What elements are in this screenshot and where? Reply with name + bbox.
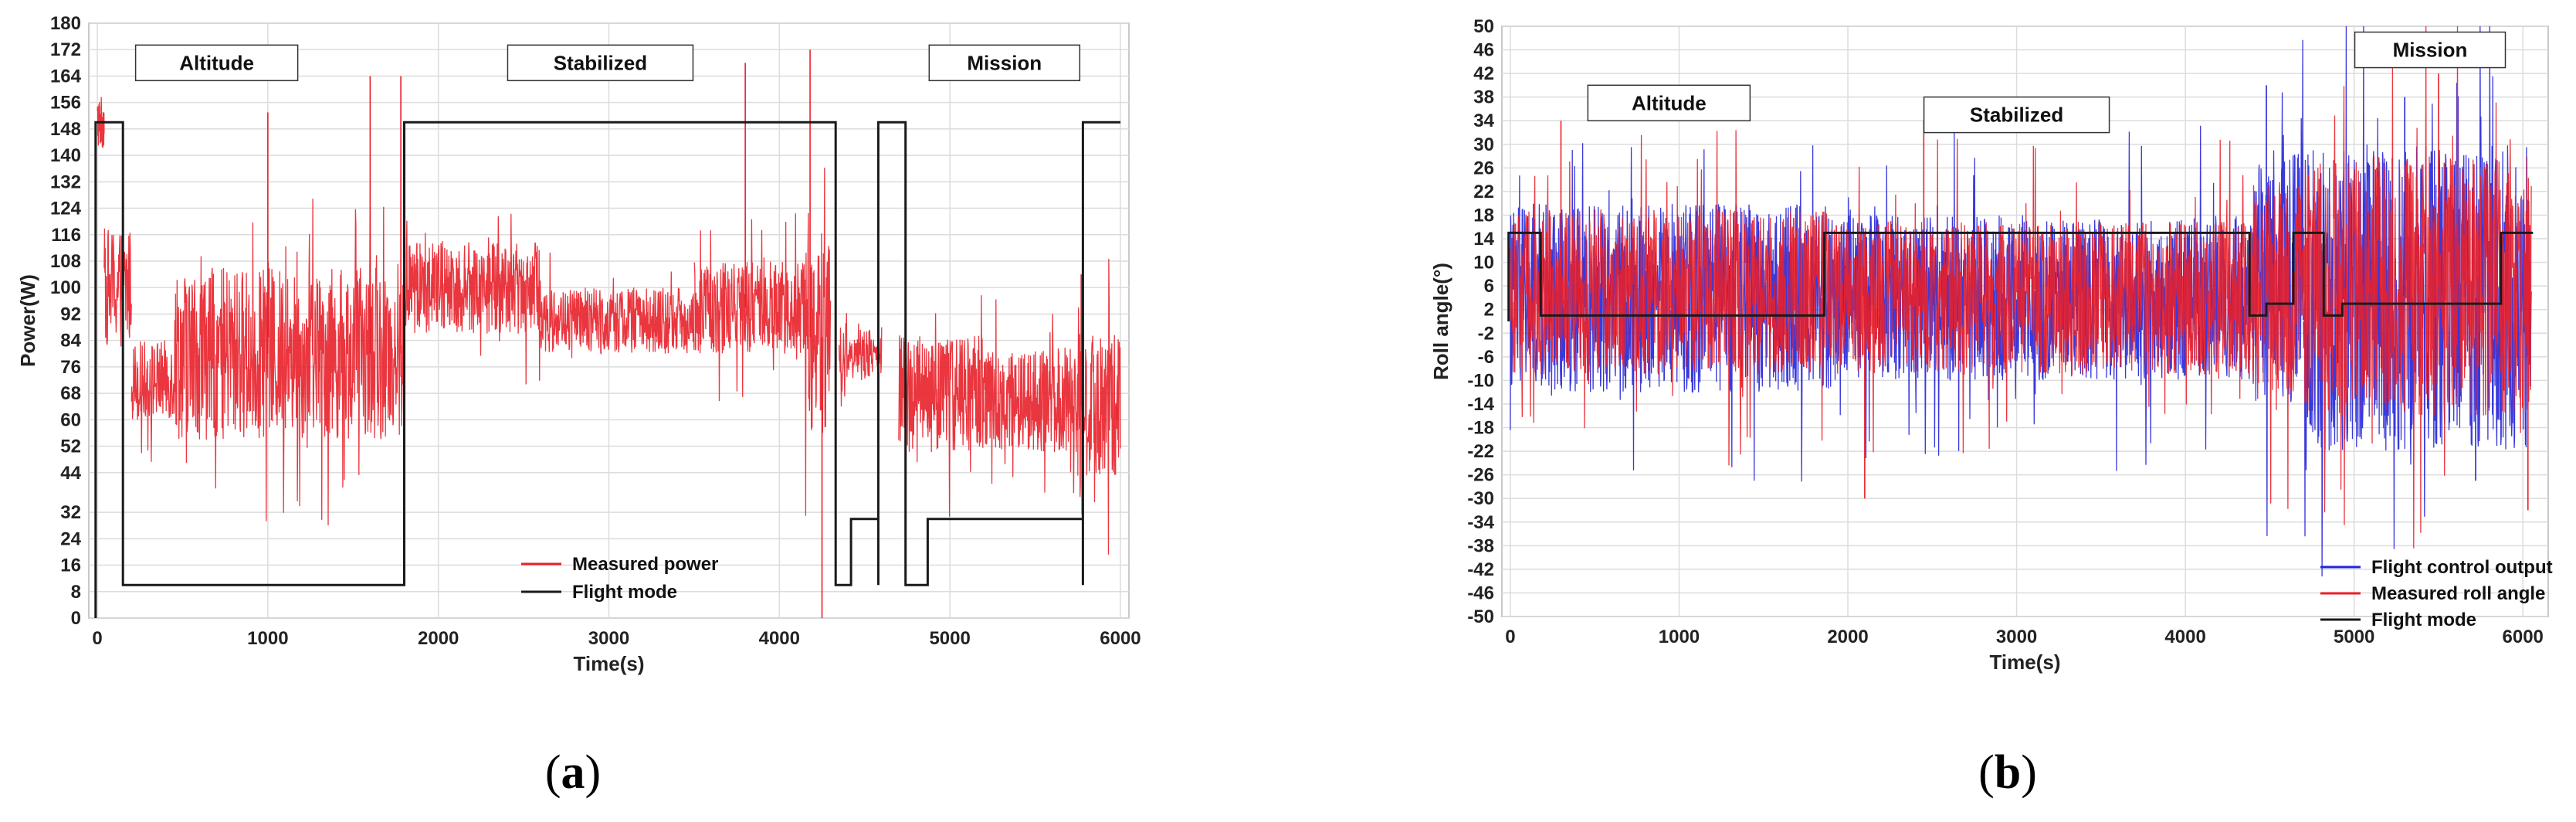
phase-label-box — [1587, 84, 1751, 122]
y-tick-label: 92 — [60, 304, 81, 324]
y-tick-label: 180 — [50, 13, 81, 34]
y-tick-label: 14 — [1473, 229, 1494, 250]
y-tick-label: 34 — [1473, 110, 1494, 131]
series-line-flight-mode — [94, 121, 1120, 618]
y-tick-label: 38 — [1473, 87, 1494, 108]
y-tick-label: 2 — [1484, 300, 1494, 321]
phase-label-box — [1923, 96, 2110, 134]
legend-label: Flight mode — [2371, 610, 2476, 630]
y-tick-label: 18 — [1473, 205, 1494, 226]
y-tick-label: -30 — [1467, 488, 1494, 509]
y-tick-label: -46 — [1467, 583, 1494, 603]
y-tick-label: -14 — [1467, 394, 1494, 415]
phase-label-box — [507, 44, 694, 82]
y-tick-label: 26 — [1473, 158, 1494, 178]
phase-label-box — [2354, 31, 2507, 69]
y-tick-label: -22 — [1467, 441, 1494, 462]
y-tick-label: 148 — [50, 119, 81, 140]
legend-label: Measured roll angle — [2371, 583, 2545, 604]
phase-label: Altitude — [1632, 91, 1707, 114]
y-tick-label: 42 — [1473, 63, 1494, 84]
legend: Measured power Flight mode — [521, 554, 718, 603]
y-tick-label: 172 — [50, 39, 81, 60]
y-tick-label: -38 — [1467, 535, 1494, 556]
y-tick-label: 164 — [50, 66, 82, 87]
y-tick-label: 132 — [50, 172, 81, 192]
y-tick-label: -34 — [1467, 512, 1494, 533]
y-tick-label: 16 — [60, 555, 81, 576]
y-tick-label: 60 — [60, 409, 81, 430]
y-tick-label: -10 — [1467, 370, 1494, 391]
y-tick-label: 30 — [1473, 134, 1494, 155]
x-tick-label: 6000 — [2503, 627, 2544, 647]
legend-label: Measured power — [572, 554, 718, 575]
y-tick-label: -6 — [1478, 347, 1494, 368]
x-axis-label: Time(s) — [1990, 650, 2061, 674]
y-axis-label: Roll angle(°) — [1429, 263, 1452, 380]
phase-label-box — [134, 44, 299, 82]
y-tick-label: 140 — [50, 145, 81, 166]
panel-b-chart: 504642383430262218141062-2-6-10-14-18-22… — [1429, 16, 2553, 674]
panel-a-caption: (a) — [545, 746, 601, 799]
phase-label-box — [928, 44, 1081, 82]
y-tick-label: 6 — [1484, 276, 1494, 297]
y-tick-label: -26 — [1467, 465, 1494, 486]
y-tick-label: 24 — [60, 528, 81, 549]
y-tick-label: 50 — [1473, 16, 1494, 37]
phase-label: Stabilized — [1970, 104, 2063, 127]
y-tick-label: 44 — [60, 463, 81, 484]
x-tick-label: 6000 — [1100, 628, 1141, 649]
series-line-flight-mode — [1507, 231, 2534, 321]
y-tick-label: 100 — [50, 277, 81, 298]
x-tick-label: 0 — [92, 628, 102, 649]
x-tick-label: 2000 — [1827, 627, 1868, 647]
y-tick-label: -2 — [1478, 323, 1494, 344]
panel-a-chart: 0 8 16 24 32 44 52 60 68 76 84 92 100 108 116 124 132 140… — [16, 13, 1141, 675]
y-tick-label: -42 — [1467, 559, 1494, 580]
panel-b-caption: (b) — [1978, 746, 2037, 799]
x-tick-label: 3000 — [588, 628, 629, 649]
y-tick-label: 108 — [50, 251, 81, 272]
y-tick-label: 22 — [1473, 182, 1494, 202]
y-tick-label: 76 — [60, 357, 81, 378]
x-tick-label: 1000 — [247, 628, 288, 649]
x-tick-label: 5000 — [2334, 627, 2374, 647]
y-tick-label: 84 — [60, 331, 81, 352]
legend: Flight control output Measured roll angle… — [2320, 557, 2553, 630]
phase-label: Mission — [2393, 39, 2468, 62]
series-group — [94, 49, 1121, 618]
x-tick-label: 0 — [1505, 627, 1515, 647]
x-tick-label: 4000 — [759, 628, 800, 649]
y-tick-label: 68 — [60, 383, 81, 404]
y-tick-label: 32 — [60, 502, 81, 523]
legend-label: Flight control output — [2371, 557, 2553, 578]
y-tick-label: 124 — [50, 199, 82, 219]
x-tick-label: 1000 — [1659, 627, 1700, 647]
series-line-measured-power — [97, 97, 1121, 555]
y-tick-label: 0 — [71, 608, 81, 629]
legend-label: Flight mode — [572, 582, 677, 603]
y-tick-label: 8 — [71, 582, 81, 603]
y-tick-label: 116 — [51, 225, 81, 246]
x-tick-label: 4000 — [2164, 627, 2205, 647]
x-tick-label: 3000 — [1996, 627, 2037, 647]
phase-label: Altitude — [179, 51, 254, 74]
phase-label: Mission — [967, 51, 1042, 74]
y-tick-label: 52 — [60, 436, 81, 457]
series-group — [1507, 26, 2534, 577]
y-tick-label: 156 — [50, 93, 81, 114]
phase-label: Stabilized — [554, 51, 647, 74]
y-axis-label: Power(W) — [16, 274, 39, 367]
y-tick-label: -50 — [1467, 606, 1494, 627]
y-tick-label: 46 — [1473, 40, 1494, 61]
x-tick-label: 5000 — [929, 628, 970, 649]
x-tick-label: 2000 — [418, 628, 459, 649]
y-tick-label: -18 — [1467, 418, 1494, 439]
y-tick-label: 10 — [1473, 253, 1494, 273]
x-axis-label: Time(s) — [574, 652, 645, 675]
